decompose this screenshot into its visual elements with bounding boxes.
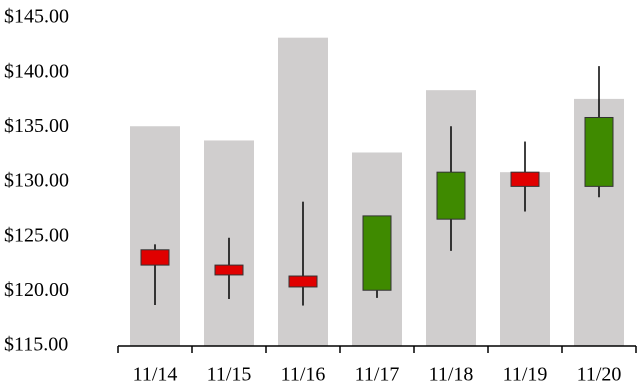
- x-tick-label: 11/19: [503, 364, 548, 386]
- x-tick-label: 11/20: [577, 364, 622, 386]
- y-tick-label: $145.00: [4, 6, 69, 28]
- y-tick-label: $115.00: [4, 334, 68, 356]
- y-tick-label: $120.00: [4, 279, 69, 301]
- candle-body: [584, 116, 614, 187]
- candle-body: [214, 264, 244, 276]
- x-tick-label: 11/16: [281, 364, 326, 386]
- x-tick-label: 11/17: [355, 364, 400, 386]
- x-tick-label: 11/15: [207, 364, 252, 386]
- y-tick-label: $140.00: [4, 60, 69, 82]
- candle-body: [436, 171, 466, 220]
- bar: [130, 126, 180, 347]
- candle-body: [288, 275, 318, 288]
- y-tick-label: $125.00: [4, 224, 69, 246]
- x-tick-label: 11/14: [133, 364, 178, 386]
- y-tick-label: $135.00: [4, 115, 69, 137]
- x-tick-label: 11/18: [429, 364, 474, 386]
- candle-body: [362, 215, 392, 291]
- y-tick-label: $130.00: [4, 170, 69, 192]
- candle-body: [140, 249, 170, 266]
- candle-body: [510, 171, 540, 187]
